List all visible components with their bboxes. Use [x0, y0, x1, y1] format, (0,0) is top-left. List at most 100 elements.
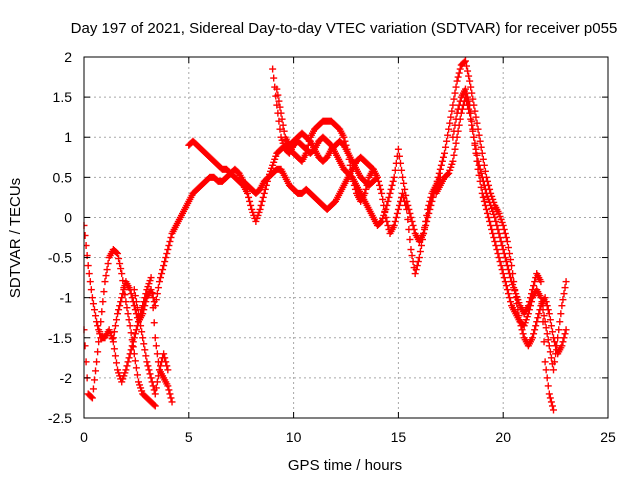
y-tick-label: -1.5: [48, 330, 72, 346]
data-point: [111, 352, 119, 360]
data-point: [463, 97, 471, 105]
data-point: [552, 350, 560, 358]
data-point: [491, 213, 499, 221]
data-point: [117, 265, 125, 273]
data-point: [404, 201, 412, 209]
data-point: [461, 93, 469, 101]
data-point: [396, 159, 404, 167]
data-point: [489, 229, 497, 237]
data-point: [119, 290, 127, 298]
data-point: [477, 143, 485, 151]
data-point: [465, 105, 473, 113]
data-point: [87, 286, 95, 294]
data-point: [162, 254, 170, 262]
data-point: [450, 151, 458, 159]
data-point: [386, 189, 394, 197]
data-point: [465, 72, 473, 80]
data-point: [545, 342, 553, 350]
data-point: [152, 342, 160, 350]
data-point: [436, 165, 444, 173]
data-point: [503, 262, 511, 270]
data-point: [547, 354, 555, 362]
data-point: [270, 74, 278, 82]
y-tick-label: 0.5: [53, 169, 73, 185]
data-point: [466, 109, 474, 117]
data-point: [546, 348, 554, 356]
series-track-i: [130, 286, 172, 398]
data-point: [401, 185, 409, 193]
data-point: [482, 205, 490, 213]
data-point: [269, 65, 277, 73]
data-point: [500, 250, 508, 258]
data-point: [560, 290, 568, 298]
data-point: [376, 181, 384, 189]
data-point: [411, 270, 419, 278]
data-point: [548, 402, 556, 410]
data-point: [390, 221, 398, 229]
data-point: [158, 270, 166, 278]
data-point: [476, 165, 484, 173]
data-point: [490, 234, 498, 241]
data-point: [414, 258, 422, 266]
data-point: [496, 234, 504, 241]
data-point: [452, 139, 460, 147]
data-point: [400, 179, 408, 187]
chart-title: Day 197 of 2021, Sidereal Day-to-day VTE…: [71, 20, 618, 37]
data-point: [142, 352, 150, 360]
data-point: [485, 213, 493, 221]
data-point: [257, 201, 265, 209]
data-point: [532, 322, 540, 330]
data-point: [551, 338, 559, 346]
data-point: [472, 113, 480, 121]
data-point: [483, 209, 491, 217]
data-point: [103, 266, 111, 274]
data-point: [126, 322, 134, 330]
data-point: [161, 258, 169, 266]
data-point: [109, 334, 117, 342]
data-point: [481, 167, 489, 175]
data-point: [457, 109, 465, 117]
data-point: [132, 364, 140, 372]
data-point: [124, 310, 132, 318]
data-point: [503, 286, 511, 294]
data-point: [557, 310, 565, 318]
data-point: [100, 288, 108, 296]
data-point: [124, 358, 132, 366]
data-point: [428, 197, 436, 205]
data-point: [542, 324, 550, 332]
data-point: [468, 121, 476, 129]
data-point: [153, 290, 161, 298]
data-point: [164, 382, 172, 390]
data-point: [501, 229, 509, 237]
data-point: [102, 272, 110, 280]
data-point: [422, 221, 430, 229]
data-point: [151, 402, 159, 410]
x-axis-label: GPS time / hours: [288, 457, 402, 474]
data-point: [475, 131, 483, 139]
data-point: [145, 366, 153, 374]
data-point: [84, 262, 92, 270]
data-point: [136, 316, 144, 324]
data-point: [525, 298, 533, 306]
data-point: [262, 181, 270, 189]
data-point: [488, 225, 496, 233]
data-point: [545, 310, 553, 318]
data-point: [84, 231, 89, 239]
data-point: [495, 229, 503, 237]
data-point: [497, 262, 505, 270]
x-tick-label: 15: [391, 429, 407, 445]
data-point: [405, 205, 413, 213]
data-point: [412, 266, 420, 274]
data-point: [447, 113, 455, 121]
series-track-b: [83, 246, 159, 410]
data-point: [454, 127, 462, 135]
y-tick-label: 1: [64, 129, 72, 145]
data-point: [478, 149, 486, 157]
data-point: [444, 131, 452, 139]
data-point: [276, 125, 284, 133]
series-track-e: [269, 57, 570, 358]
data-point: [449, 157, 457, 165]
data-point: [492, 217, 500, 225]
